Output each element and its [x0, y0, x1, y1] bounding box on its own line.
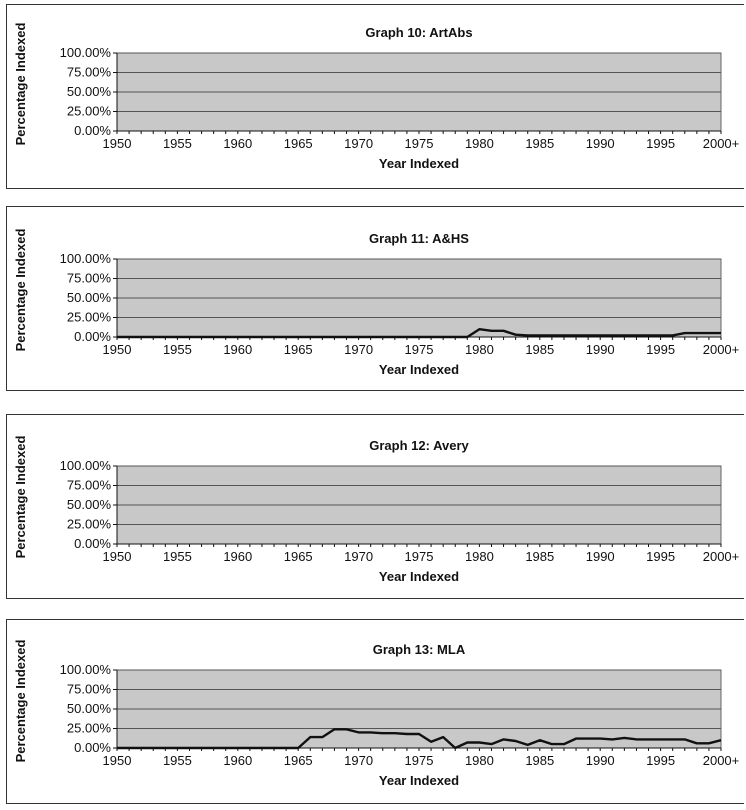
y-tick-label: 100.00% [60, 251, 112, 266]
y-axis-label: Percentage Indexed [13, 23, 28, 146]
x-axis-label: Year Indexed [379, 773, 459, 788]
y-tick-label: 75.00% [67, 478, 112, 493]
x-tick-label: 1960 [223, 136, 252, 151]
x-tick-label: 1995 [646, 342, 675, 357]
x-tick-label: 1955 [163, 342, 192, 357]
x-tick-label: 1995 [646, 549, 675, 564]
chart-panel-mla: Graph 13: MLA 100.00% 75.00% 50.00% 25.00% 0.… [6, 619, 744, 804]
x-tick-label: 1965 [284, 342, 313, 357]
x-tick-label: 1975 [405, 549, 434, 564]
x-tick-label: 1970 [344, 342, 373, 357]
x-tick-label: 1980 [465, 342, 494, 357]
chart-avery: Graph 12: Avery 100.00% 75.00% 50.00% 25.00%… [13, 436, 740, 584]
y-tick-label: 50.00% [67, 701, 112, 716]
x-tick-label: 1960 [223, 753, 252, 768]
y-tick-label: 50.00% [67, 290, 112, 305]
x-tick-label: 1970 [344, 549, 373, 564]
x-tick-label: 1985 [525, 342, 554, 357]
x-tick-label: 1950 [103, 753, 132, 768]
y-tick-label: 0.00% [74, 123, 111, 138]
y-tick-label: 25.00% [67, 517, 112, 532]
x-tick-label: 1990 [586, 136, 615, 151]
x-tick-label: 1995 [646, 753, 675, 768]
x-tick-label: 1950 [103, 136, 132, 151]
y-axis-label: Percentage Indexed [13, 436, 28, 559]
y-tick-label: 100.00% [60, 45, 112, 60]
chart-title: Graph 12: Avery [369, 438, 469, 453]
x-tick-label: 1980 [465, 753, 494, 768]
x-tick-label: 1960 [223, 342, 252, 357]
x-tick-label: 1970 [344, 136, 373, 151]
x-tick-label: 1990 [586, 342, 615, 357]
x-tick-label: 1955 [163, 753, 192, 768]
chart-artabs: Graph 10: ArtAbs 100.00% 75.00% 50.00% 25.00… [13, 23, 740, 171]
y-tick-label: 100.00% [60, 458, 112, 473]
x-tick-label: 1985 [525, 549, 554, 564]
chart-title: Graph 13: MLA [373, 642, 466, 657]
series-line [117, 728, 722, 750]
y-tick-label: 25.00% [67, 104, 112, 119]
chart-panel-ahs: Graph 11: A&HS 100.00% 75.00% 50.00% 25.00% 0… [6, 206, 744, 391]
x-tick-label: 1975 [405, 342, 434, 357]
x-tick-label: 1965 [284, 753, 313, 768]
y-tick-label: 25.00% [67, 721, 112, 736]
x-tick-label: 1990 [586, 753, 615, 768]
y-tick-label: 0.00% [74, 740, 111, 755]
series-line [117, 327, 721, 339]
x-tick-label: 2000+ [703, 342, 740, 357]
x-tick-label: 1995 [646, 136, 675, 151]
y-tick-label: 75.00% [67, 682, 112, 697]
chart-title: Graph 11: A&HS [369, 231, 469, 246]
y-tick-label: 0.00% [74, 536, 111, 551]
x-tick-label: 1950 [103, 342, 132, 357]
x-tick-label: 1975 [405, 753, 434, 768]
x-tick-label: 1970 [344, 753, 373, 768]
y-tick-label: 100.00% [60, 662, 112, 677]
x-tick-label: 1980 [465, 136, 494, 151]
chart-ahs: Graph 11: A&HS 100.00% 75.00% 50.00% 25.00% 0… [13, 229, 740, 377]
y-tick-label: 25.00% [67, 310, 112, 325]
x-tick-label: 1985 [525, 136, 554, 151]
y-tick-label: 75.00% [67, 271, 112, 286]
x-tick-label: 1985 [525, 753, 554, 768]
x-tick-label: 2000+ [703, 136, 740, 151]
y-axis-label: Percentage Indexed [13, 229, 28, 352]
x-tick-label: 1965 [284, 136, 313, 151]
x-tick-label: 1975 [405, 136, 434, 151]
chart-title: Graph 10: ArtAbs [365, 25, 472, 40]
y-tick-label: 50.00% [67, 84, 112, 99]
x-tick-label: 1960 [223, 549, 252, 564]
y-tick-label: 75.00% [67, 65, 112, 80]
x-tick-label: 1950 [103, 549, 132, 564]
x-axis-label: Year Indexed [379, 362, 459, 377]
x-tick-label: 1965 [284, 549, 313, 564]
chart-panel-avery: Graph 12: Avery 100.00% 75.00% 50.00% 25.00%… [6, 414, 744, 599]
x-axis-label: Year Indexed [379, 156, 459, 171]
chart-mla: Graph 13: MLA 100.00% 75.00% 50.00% 25.00% 0.… [13, 640, 740, 788]
chart-panel-artabs: Graph 10: ArtAbs 100.00% 75.00% 50.00% 25.00… [6, 4, 744, 189]
x-tick-label: 2000+ [703, 549, 740, 564]
x-tick-label: 1955 [163, 549, 192, 564]
x-tick-label: 2000+ [703, 753, 740, 768]
x-tick-label: 1990 [586, 549, 615, 564]
x-axis-label: Year Indexed [379, 569, 459, 584]
x-tick-label: 1955 [163, 136, 192, 151]
y-axis-label: Percentage Indexed [13, 640, 28, 763]
y-tick-label: 50.00% [67, 497, 112, 512]
x-tick-label: 1980 [465, 549, 494, 564]
y-tick-label: 0.00% [74, 329, 111, 344]
